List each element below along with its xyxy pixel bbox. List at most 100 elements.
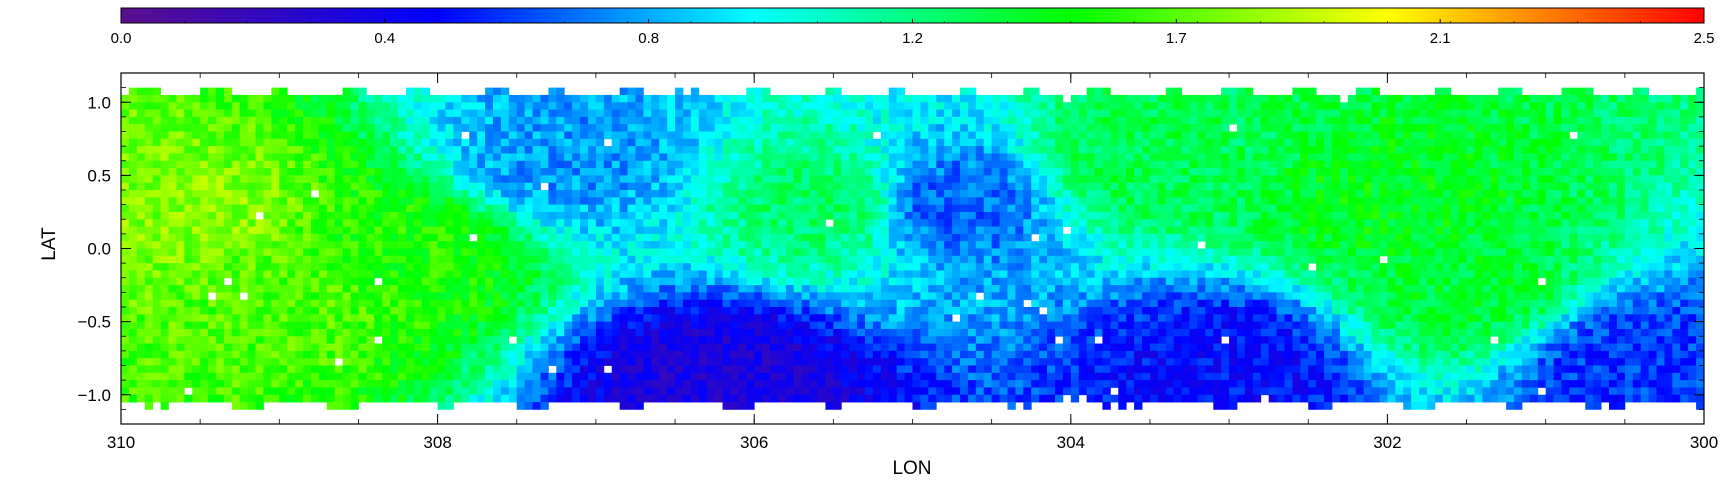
heatmap-cell [548,182,557,191]
heatmap-cell [959,380,969,388]
heatmap-cell [944,336,953,344]
heatmap-cell [675,211,684,220]
heatmap-cell [967,285,977,293]
heatmap-cell [279,153,288,162]
heatmap-cell [121,372,130,381]
heatmap-cell [651,204,660,213]
heatmap-cell [928,219,937,227]
heatmap-cell [714,358,723,366]
heatmap-cell [374,109,383,118]
heatmap-cell [366,387,375,396]
heatmap-cell [627,314,636,323]
heatmap-cell [508,182,518,191]
heatmap-cell [936,343,945,352]
heatmap-cell [611,328,621,337]
heatmap-cell [801,168,811,176]
heatmap-cell [770,219,779,227]
heatmap-cell [857,307,866,315]
heatmap-cell [975,160,985,169]
heatmap-cell [184,146,193,154]
heatmap-cell [255,233,264,242]
heatmap-cell [1039,321,1048,330]
heatmap-cell [999,336,1008,344]
heatmap-cell [627,109,636,118]
heatmap-cell [1015,314,1024,323]
heatmap-cell [382,197,391,206]
heatmap-cell [809,226,818,235]
heatmap-cell [263,102,272,110]
heatmap-cell [326,321,336,330]
heatmap-cell [358,204,367,213]
heatmap-cell [746,241,755,249]
heatmap-cell [247,197,256,206]
heatmap-cell [350,314,359,323]
heatmap-cell [516,233,526,242]
heatmap-cell [635,153,644,162]
heatmap-cell [611,248,621,257]
heatmap-cell [1023,307,1032,315]
heatmap-cell [477,204,486,213]
heatmap-cell [888,219,898,227]
heatmap-cell [880,307,890,315]
heatmap-cell [152,233,161,242]
heatmap-cell [801,146,811,154]
heatmap-cell [975,328,985,337]
heatmap-cell [635,102,644,110]
heatmap-cell [152,277,161,286]
heatmap-cell [358,116,367,125]
heatmap-cell [651,197,660,206]
heatmap-cell [382,160,391,169]
heatmap-cell [777,307,787,315]
heatmap-cell [493,241,502,249]
heatmap-cell [865,387,874,396]
heatmap-cell [857,204,866,213]
heatmap-cell [263,394,272,403]
heatmap-cell [556,321,565,330]
heatmap-cell [833,321,842,330]
heatmap-cell [263,182,272,191]
heatmap-cell [390,314,399,323]
heatmap-cell [136,321,146,330]
heatmap-cell [231,314,241,323]
heatmap-cell [825,233,834,242]
heatmap-cell [785,197,795,206]
heatmap-cell [445,343,454,352]
heatmap-cell [239,219,249,227]
heatmap-cell [896,204,905,213]
heatmap-cell [762,343,771,352]
heatmap-cell [1039,270,1048,279]
heatmap-cell [366,160,375,169]
heatmap-cell [413,190,423,198]
heatmap-cell [303,299,312,308]
heatmap-cell [896,365,905,374]
heatmap-cell [872,182,882,191]
heatmap-cell [121,292,130,301]
heatmap-cell [390,153,399,162]
heatmap-cell [144,190,154,198]
heatmap-cell [801,211,811,220]
heatmap-cell [453,358,462,366]
heatmap-cell [500,233,510,242]
heatmap-cell [785,292,795,301]
heatmap-cell [793,299,803,308]
heatmap-cell [1023,241,1032,249]
heatmap-cell [1023,350,1032,359]
heatmap-cell [556,168,565,176]
heatmap-cell [572,204,581,213]
heatmap-cell [722,307,731,315]
heatmap-cell [398,102,407,110]
heatmap-cell [208,321,217,330]
heatmap-cell [493,182,502,191]
heatmap-cell [540,402,549,410]
heatmap-cell [453,248,462,257]
heatmap-cell [469,138,478,147]
heatmap-cell [271,343,280,352]
heatmap-cell [413,387,423,396]
heatmap-cell [493,307,502,315]
heatmap-cell [239,255,249,264]
heatmap-cell [603,380,613,388]
heatmap-cell [682,343,692,352]
heatmap-cell [690,372,700,381]
heatmap-cell [690,241,700,249]
heatmap-cell [857,190,866,198]
